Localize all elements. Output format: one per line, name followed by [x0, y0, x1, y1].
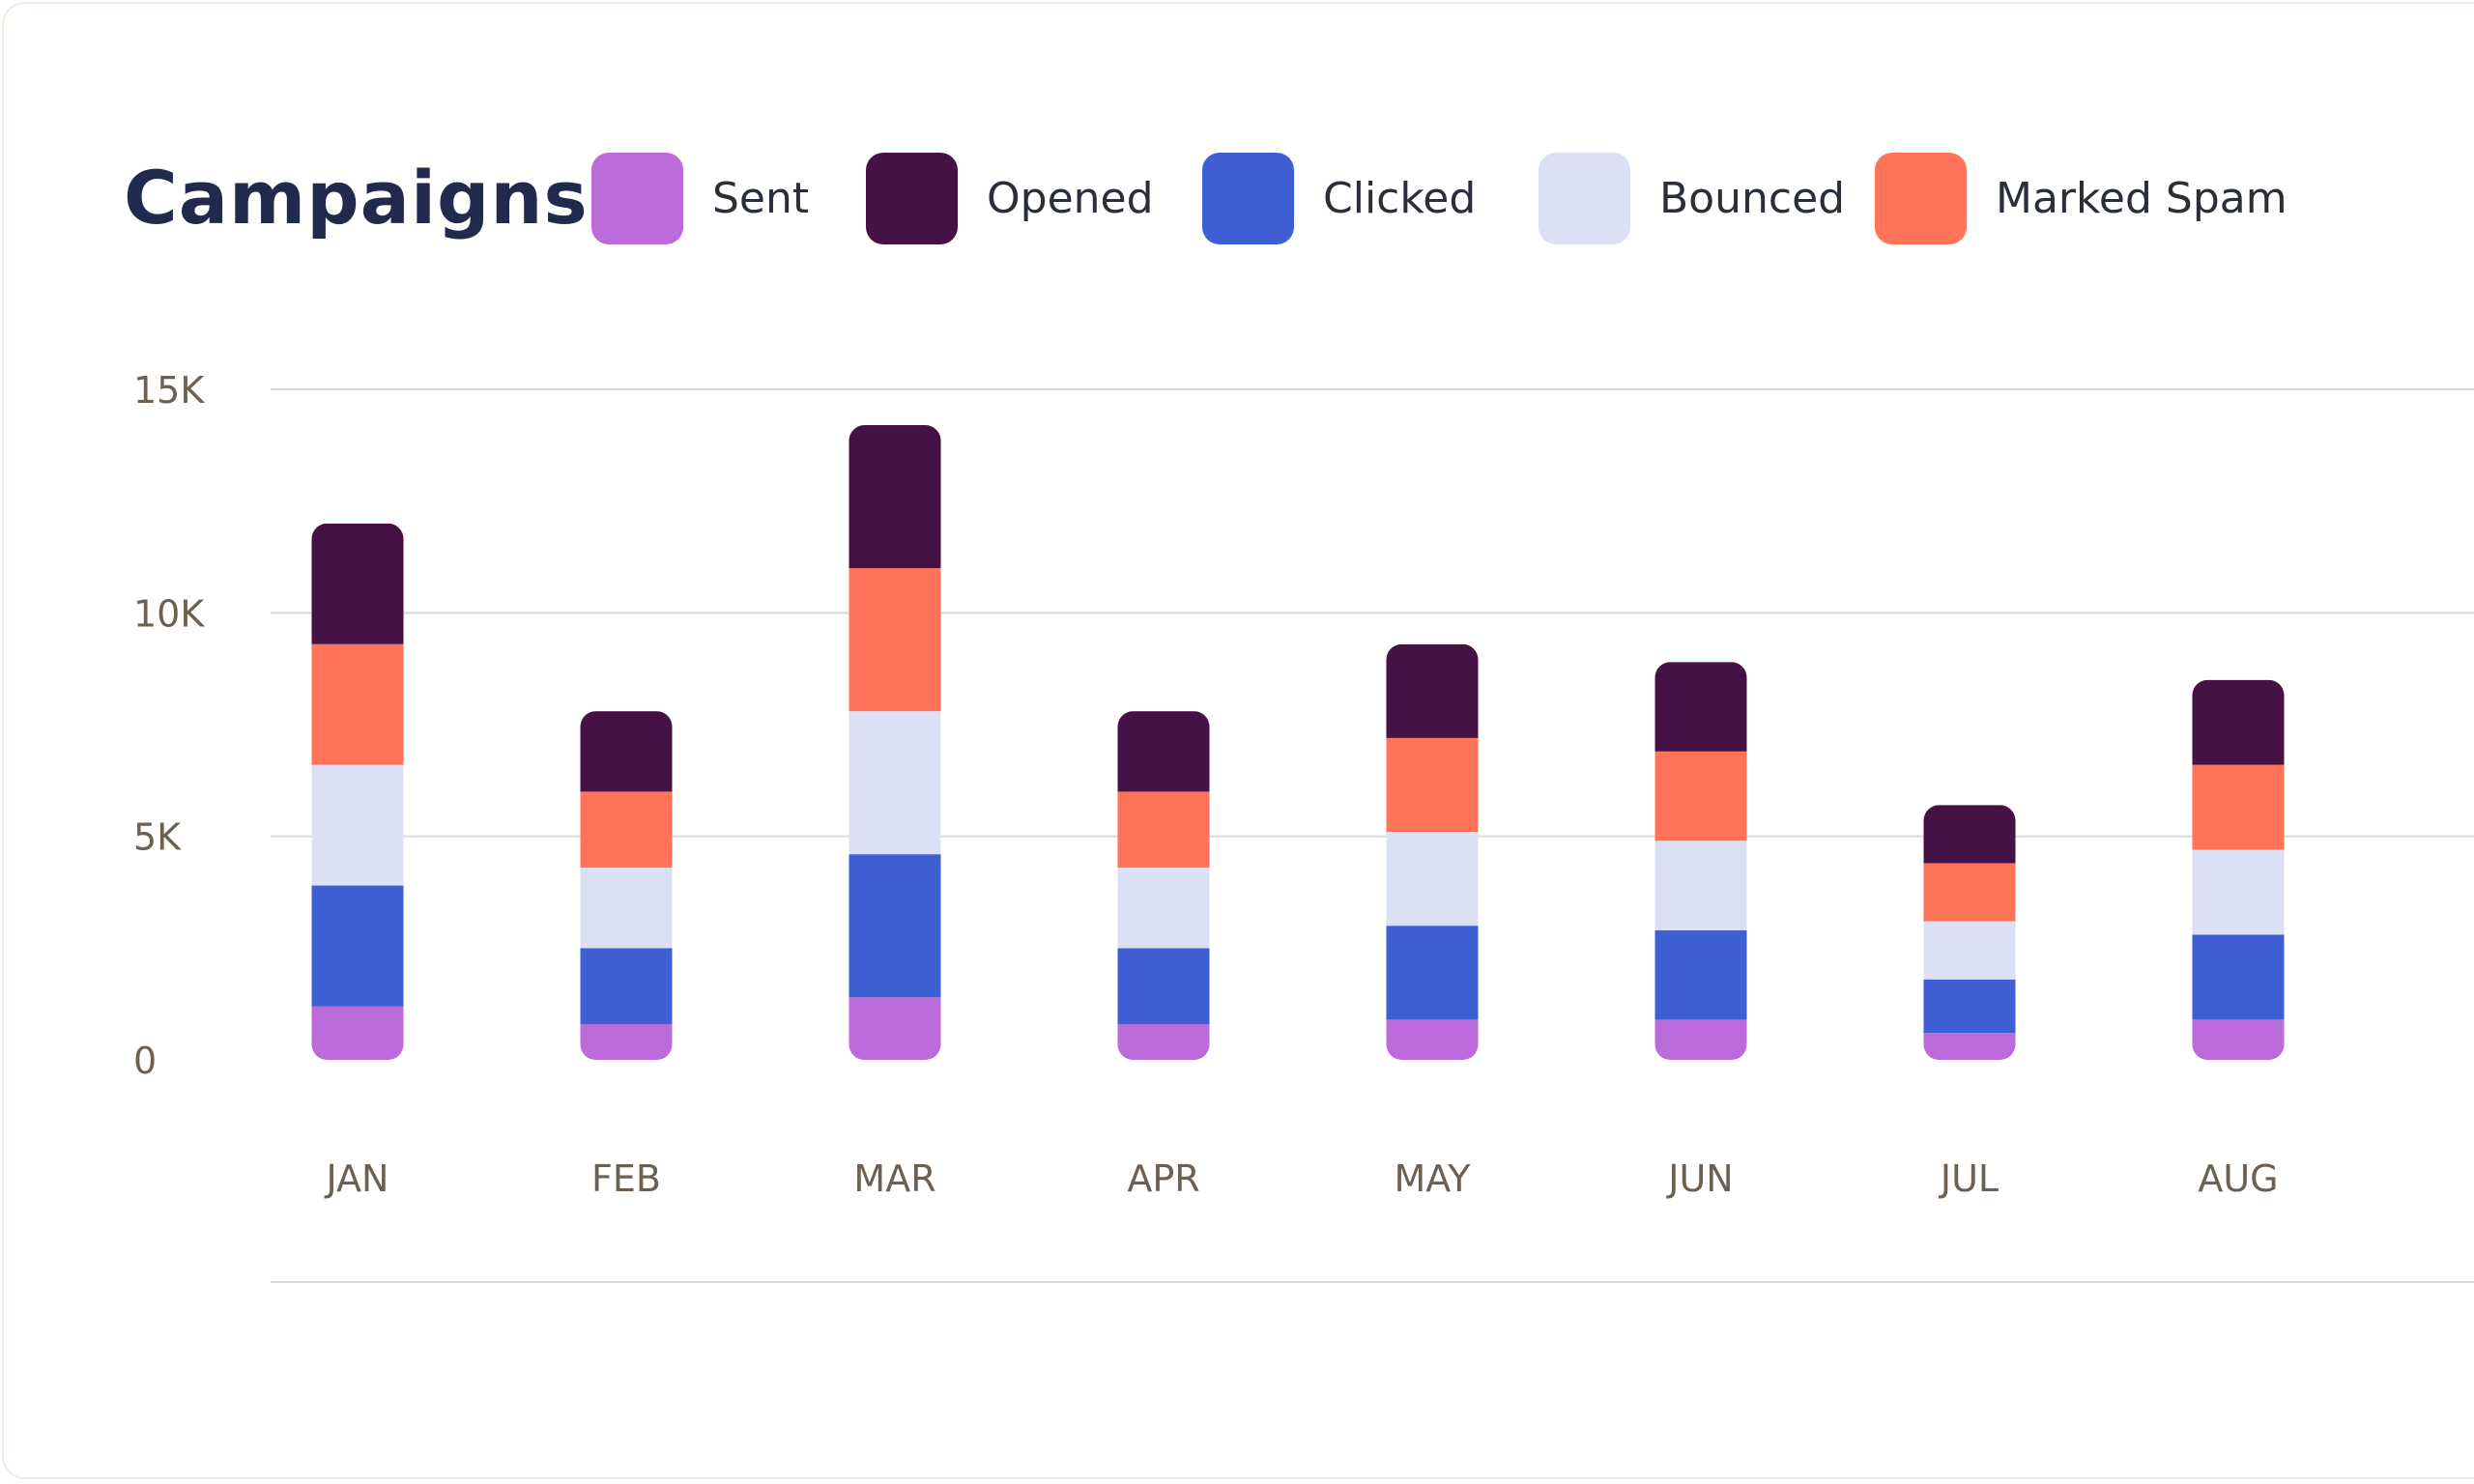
bar-segment-sent-jul[interactable]	[1923, 1033, 2016, 1060]
bar-segment-sent-may[interactable]	[1386, 1019, 1479, 1060]
legend-label-bounced: Bounced	[1659, 174, 1846, 223]
legend-item-marked-spam[interactable]: Marked Spam	[1875, 153, 2287, 244]
legend-label-clicked: Clicked	[1323, 174, 1477, 223]
legend-swatch-sent	[591, 153, 683, 244]
legend-label-marked-spam: Marked Spam	[1996, 174, 2287, 223]
bar-stack-mar[interactable]	[849, 425, 941, 1060]
legend-swatch-clicked	[1202, 153, 1294, 244]
legend-swatch-opened	[866, 153, 958, 244]
y-axis-ticks: 0 5K 10K 15K	[133, 369, 205, 1082]
bar-segment-marked-spam-aug[interactable]	[2192, 764, 2285, 850]
bar-stack-jan[interactable]	[311, 523, 404, 1060]
bar-stack-may[interactable]	[1386, 643, 1479, 1060]
bar-stack-apr[interactable]	[1117, 711, 1210, 1060]
bar-segment-bounced-jul[interactable]	[1923, 921, 2016, 980]
bar-segment-clicked-may[interactable]	[1386, 926, 1479, 1020]
bar-segment-opened-may[interactable]	[1386, 643, 1479, 738]
bar-segment-sent-jun[interactable]	[1654, 1019, 1747, 1060]
bar-segment-opened-jan[interactable]	[311, 523, 404, 644]
bar-segment-sent-jan[interactable]	[311, 1006, 404, 1060]
bar-segment-opened-jul[interactable]	[1923, 805, 2016, 864]
bar-stack-aug[interactable]	[2192, 679, 2285, 1060]
bar-segment-marked-spam-mar[interactable]	[849, 568, 941, 712]
chart-title: Campaigns	[124, 155, 589, 241]
legend-item-opened[interactable]: Opened	[866, 153, 1154, 244]
bar-segment-sent-aug[interactable]	[2192, 1019, 2285, 1060]
bar-stack-jun[interactable]	[1654, 662, 1747, 1060]
bar-segment-marked-spam-jun[interactable]	[1654, 751, 1747, 842]
legend-item-sent[interactable]: Sent	[591, 153, 809, 244]
bar-segment-marked-spam-apr[interactable]	[1117, 791, 1210, 869]
bar-segment-bounced-may[interactable]	[1386, 832, 1479, 927]
legend-swatch-marked-spam	[1875, 153, 1967, 244]
bar-segment-clicked-jan[interactable]	[311, 885, 404, 1007]
x-category-label: MAY	[1394, 1157, 1471, 1200]
bar-segment-bounced-jun[interactable]	[1654, 841, 1747, 930]
bar-segment-sent-feb[interactable]	[580, 1023, 673, 1060]
x-axis-categories: JAN FEB MAR APR MAY JUN JUL AUG	[325, 1157, 2279, 1200]
bar-segment-opened-mar[interactable]	[849, 425, 941, 569]
bar-segment-bounced-aug[interactable]	[2192, 849, 2285, 935]
x-category-label: AUG	[2198, 1157, 2278, 1200]
legend-item-clicked[interactable]: Clicked	[1202, 153, 1476, 244]
bar-segment-bounced-mar[interactable]	[849, 711, 941, 855]
y-tick-label: 5K	[133, 816, 182, 859]
bar-stack-feb[interactable]	[580, 711, 673, 1060]
legend-label-sent: Sent	[712, 174, 810, 223]
bar-segment-bounced-jan[interactable]	[311, 764, 404, 886]
bar-segment-bounced-feb[interactable]	[580, 868, 673, 949]
x-category-label: JAN	[325, 1157, 389, 1200]
x-category-label: APR	[1127, 1157, 1199, 1200]
bar-segment-clicked-feb[interactable]	[580, 948, 673, 1024]
bar-segment-clicked-mar[interactable]	[849, 854, 941, 998]
x-category-label: JUN	[1666, 1157, 1733, 1200]
y-tick-label: 15K	[133, 369, 205, 412]
bar-segment-opened-apr[interactable]	[1117, 711, 1210, 792]
legend-swatch-bounced	[1539, 153, 1630, 244]
bar-segment-marked-spam-may[interactable]	[1386, 737, 1479, 833]
bar-stack-jul[interactable]	[1923, 805, 2016, 1060]
bar-segment-clicked-jul[interactable]	[1923, 979, 2016, 1034]
bar-segment-marked-spam-jan[interactable]	[311, 643, 404, 765]
x-category-label: FEB	[591, 1157, 661, 1200]
bar-segment-sent-mar[interactable]	[849, 997, 941, 1060]
bar-segment-opened-aug[interactable]	[2192, 679, 2285, 765]
bar-segment-opened-jun[interactable]	[1654, 662, 1747, 752]
bar-segment-clicked-jun[interactable]	[1654, 929, 1747, 1020]
bars	[311, 425, 2285, 1060]
x-category-label: MAR	[853, 1157, 935, 1200]
bar-segment-opened-feb[interactable]	[580, 711, 673, 792]
legend-item-bounced[interactable]: Bounced	[1539, 153, 1845, 244]
bar-segment-marked-spam-jul[interactable]	[1923, 863, 2016, 922]
bar-segment-clicked-aug[interactable]	[2192, 934, 2285, 1020]
bar-segment-marked-spam-feb[interactable]	[580, 791, 673, 869]
bar-segment-clicked-apr[interactable]	[1117, 948, 1210, 1024]
y-tick-label: 0	[133, 1040, 157, 1082]
bar-segment-bounced-apr[interactable]	[1117, 868, 1210, 949]
legend-label-opened: Opened	[987, 174, 1154, 223]
bar-segment-sent-apr[interactable]	[1117, 1023, 1210, 1060]
x-category-label: JUL	[1939, 1157, 1999, 1200]
y-tick-label: 10K	[133, 592, 205, 635]
